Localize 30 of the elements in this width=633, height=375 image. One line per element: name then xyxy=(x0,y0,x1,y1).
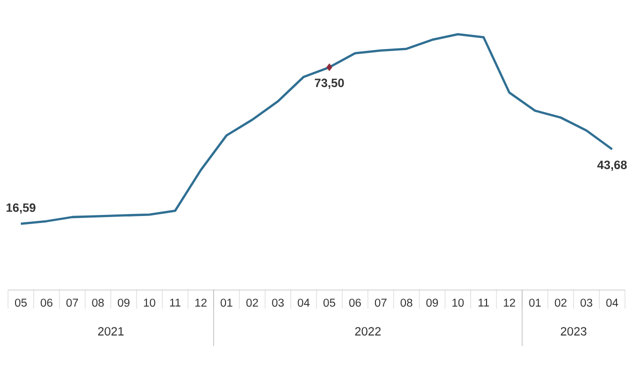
data-label: 16,59 xyxy=(6,203,36,214)
x-tick-label: 10 xyxy=(144,298,156,307)
text: 2022 xyxy=(355,327,381,336)
x-tick-label: 04 xyxy=(298,298,310,307)
x-tick-label: 12 xyxy=(195,298,207,307)
x-tick-label: 10 xyxy=(452,298,464,307)
x-tick-label: 02 xyxy=(246,298,258,307)
x-tick-label: 03 xyxy=(272,298,284,307)
x-tick-label: 07 xyxy=(374,298,386,307)
x-tick-label: 04 xyxy=(606,298,618,307)
x-tick-label: 06 xyxy=(40,298,52,307)
x-tick-label: 12 xyxy=(504,298,516,307)
text: 2023 xyxy=(560,327,586,336)
data-label: 73,50 xyxy=(314,78,344,89)
x-tick-label: 06 xyxy=(349,298,361,307)
x-tick-label: 01 xyxy=(529,298,541,307)
x-tick-label: 02 xyxy=(554,298,566,307)
x-tick-label: 08 xyxy=(400,298,412,307)
text: 2021 xyxy=(98,327,124,336)
x-tick-label: 05 xyxy=(15,298,27,307)
x-tick-label: 11 xyxy=(170,298,180,306)
x-tick-label: 03 xyxy=(580,298,592,307)
x-tick-label: 05 xyxy=(323,298,336,307)
x-tick-label: 09 xyxy=(118,298,130,307)
x-tick-label: 08 xyxy=(92,298,104,307)
x-tick-label: 01 xyxy=(220,298,232,307)
data-label: 43,68 xyxy=(597,160,627,171)
x-tick-label: 07 xyxy=(66,298,78,307)
x-tick-label: 09 xyxy=(426,298,438,307)
x-tick-label: 11 xyxy=(478,298,489,306)
